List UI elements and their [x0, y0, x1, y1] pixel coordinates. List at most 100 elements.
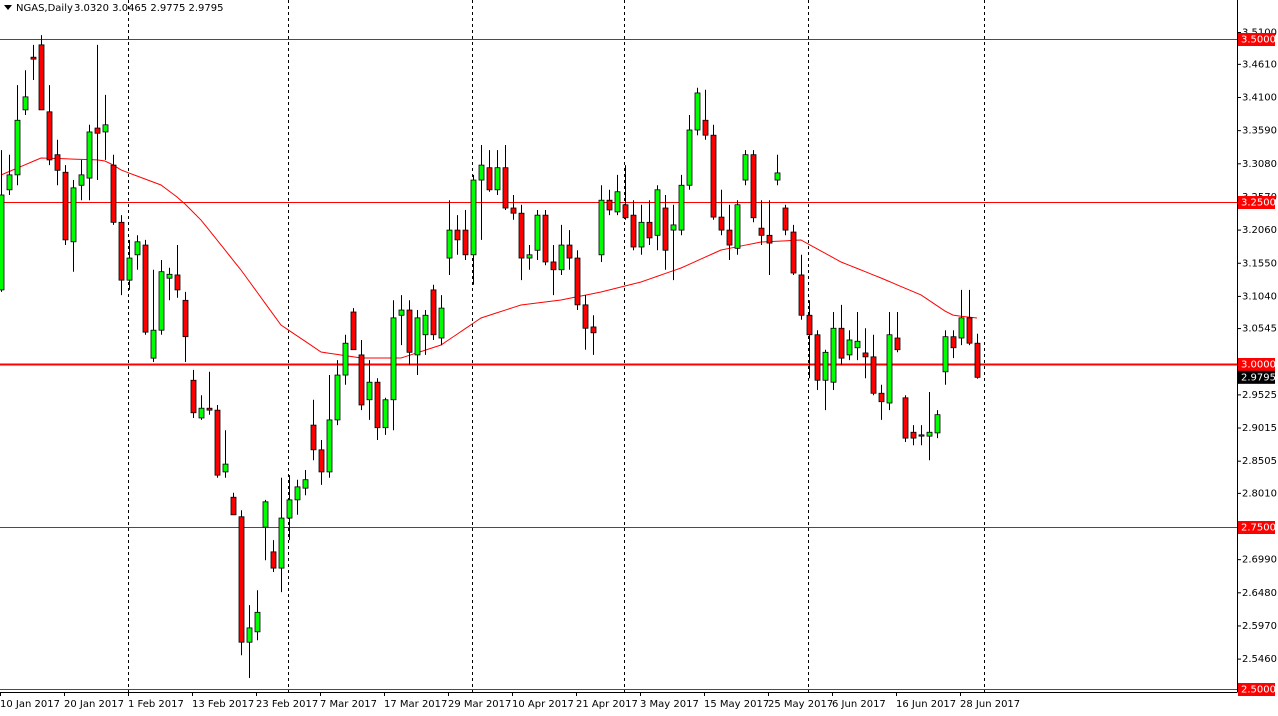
candle-body: [558, 244, 565, 271]
candle-body: [14, 119, 21, 176]
candle-body: [86, 131, 93, 179]
level-label: 2.7500: [1241, 523, 1276, 534]
y-tick-label: 2.6990: [1242, 555, 1277, 566]
candle-body: [630, 214, 637, 248]
candle-body: [414, 317, 421, 356]
overlay: 3.5000 3.2500 3.0000 2.7500 2.5000 2.9795: [1238, 33, 1276, 696]
candle-body: [222, 463, 229, 473]
candle-body: [398, 309, 405, 316]
candle-body: [446, 229, 453, 259]
candle-body: [606, 199, 613, 211]
candle-body: [302, 479, 309, 489]
y-tick-label: 2.6480: [1242, 588, 1277, 599]
candle-body: [846, 339, 853, 356]
candle-body: [942, 336, 949, 373]
candle-body: [686, 129, 693, 186]
candle-body: [694, 92, 701, 131]
candle-body: [102, 124, 109, 133]
candle-body: [430, 289, 437, 336]
candle-body: [70, 187, 77, 243]
candle-body: [406, 309, 413, 353]
candle-body: [438, 307, 445, 339]
candle-body: [126, 257, 133, 281]
candle-body: [590, 326, 597, 334]
candle-body: [54, 154, 61, 171]
x-tick-label: 28 Jun 2017: [960, 699, 1020, 710]
candle-body: [454, 229, 461, 241]
candle-body: [158, 271, 165, 331]
candle-body: [206, 407, 213, 411]
candle-body: [598, 199, 605, 256]
candle-body: [478, 164, 485, 181]
candle-body: [38, 44, 45, 111]
candle-body: [614, 191, 621, 213]
candle-body: [422, 314, 429, 336]
candle-body: [382, 399, 389, 429]
candle-body: [342, 342, 349, 376]
candle-body: [654, 189, 661, 236]
x-tick-label: 29 Mar 2017: [448, 699, 511, 710]
candle-body: [150, 329, 157, 359]
x-tick-label: 13 Feb 2017: [192, 699, 254, 710]
y-tick-label: 3.0545: [1242, 324, 1277, 335]
x-tick-label: 20 Jan 2017: [64, 699, 124, 710]
y-tick-label: 2.9525: [1242, 390, 1277, 401]
x-tick-label: 17 Mar 2017: [384, 699, 447, 710]
candle-body: [574, 257, 581, 306]
candle-body: [542, 214, 549, 263]
candle-body: [710, 134, 717, 218]
y-tick-label: 3.3590: [1242, 126, 1277, 137]
candle-body: [966, 317, 973, 344]
candle-body: [502, 167, 509, 209]
candle-body: [862, 352, 869, 358]
y-tick-label: 3.1550: [1242, 258, 1277, 269]
candle-body: [0, 194, 5, 291]
level-label: 3.0000: [1241, 360, 1276, 371]
period-separators: [128, 0, 985, 692]
candle-body: [78, 174, 85, 186]
level-label-box: [1238, 683, 1275, 696]
chart-title: NGAS,Daily: [16, 3, 73, 14]
y-tick-label: 2.8010: [1242, 488, 1277, 499]
x-tick-label: 10 Jan 2017: [0, 699, 60, 710]
y-tick-label: 2.5460: [1242, 654, 1277, 665]
candle-body: [910, 431, 917, 439]
candle-body: [838, 327, 845, 359]
candle-body: [390, 317, 397, 401]
candle-body: [894, 337, 901, 351]
candle-body: [366, 381, 373, 401]
y-tick-label: 3.3080: [1242, 159, 1277, 170]
candle-body: [950, 336, 957, 349]
candle-body: [278, 517, 285, 569]
candle-body: [926, 431, 933, 437]
candle-body: [774, 172, 781, 181]
candle-body: [470, 179, 477, 256]
candle-body: [246, 627, 253, 643]
candle-body: [854, 340, 861, 349]
menu-icon[interactable]: [4, 5, 12, 10]
y-tick-label: 3.1040: [1242, 291, 1277, 302]
candle-body: [238, 516, 245, 643]
candle-body: [934, 414, 941, 434]
level-label-box: [1238, 358, 1275, 371]
candle-body: [318, 449, 325, 473]
candle-body: [782, 207, 789, 231]
level-label-box: [1238, 33, 1275, 46]
candle-body: [742, 154, 749, 181]
candle-body: [350, 311, 357, 351]
candle-body: [662, 207, 669, 251]
candle-body: [110, 164, 117, 223]
candle-body: [174, 274, 181, 291]
candle-body: [918, 434, 925, 437]
moving-average-line: [0, 157, 978, 359]
y-tick-label: 2.8505: [1242, 456, 1277, 467]
candle-body: [974, 342, 981, 378]
candle-body: [702, 119, 709, 136]
candle-body: [262, 501, 269, 528]
candle-body: [718, 216, 725, 231]
price-marker-label: 2.9795: [1241, 372, 1276, 383]
y-tick-label: 3.4100: [1242, 93, 1277, 104]
candle-body: [622, 204, 629, 219]
candle-body: [534, 214, 541, 251]
candle-body: [958, 317, 965, 339]
